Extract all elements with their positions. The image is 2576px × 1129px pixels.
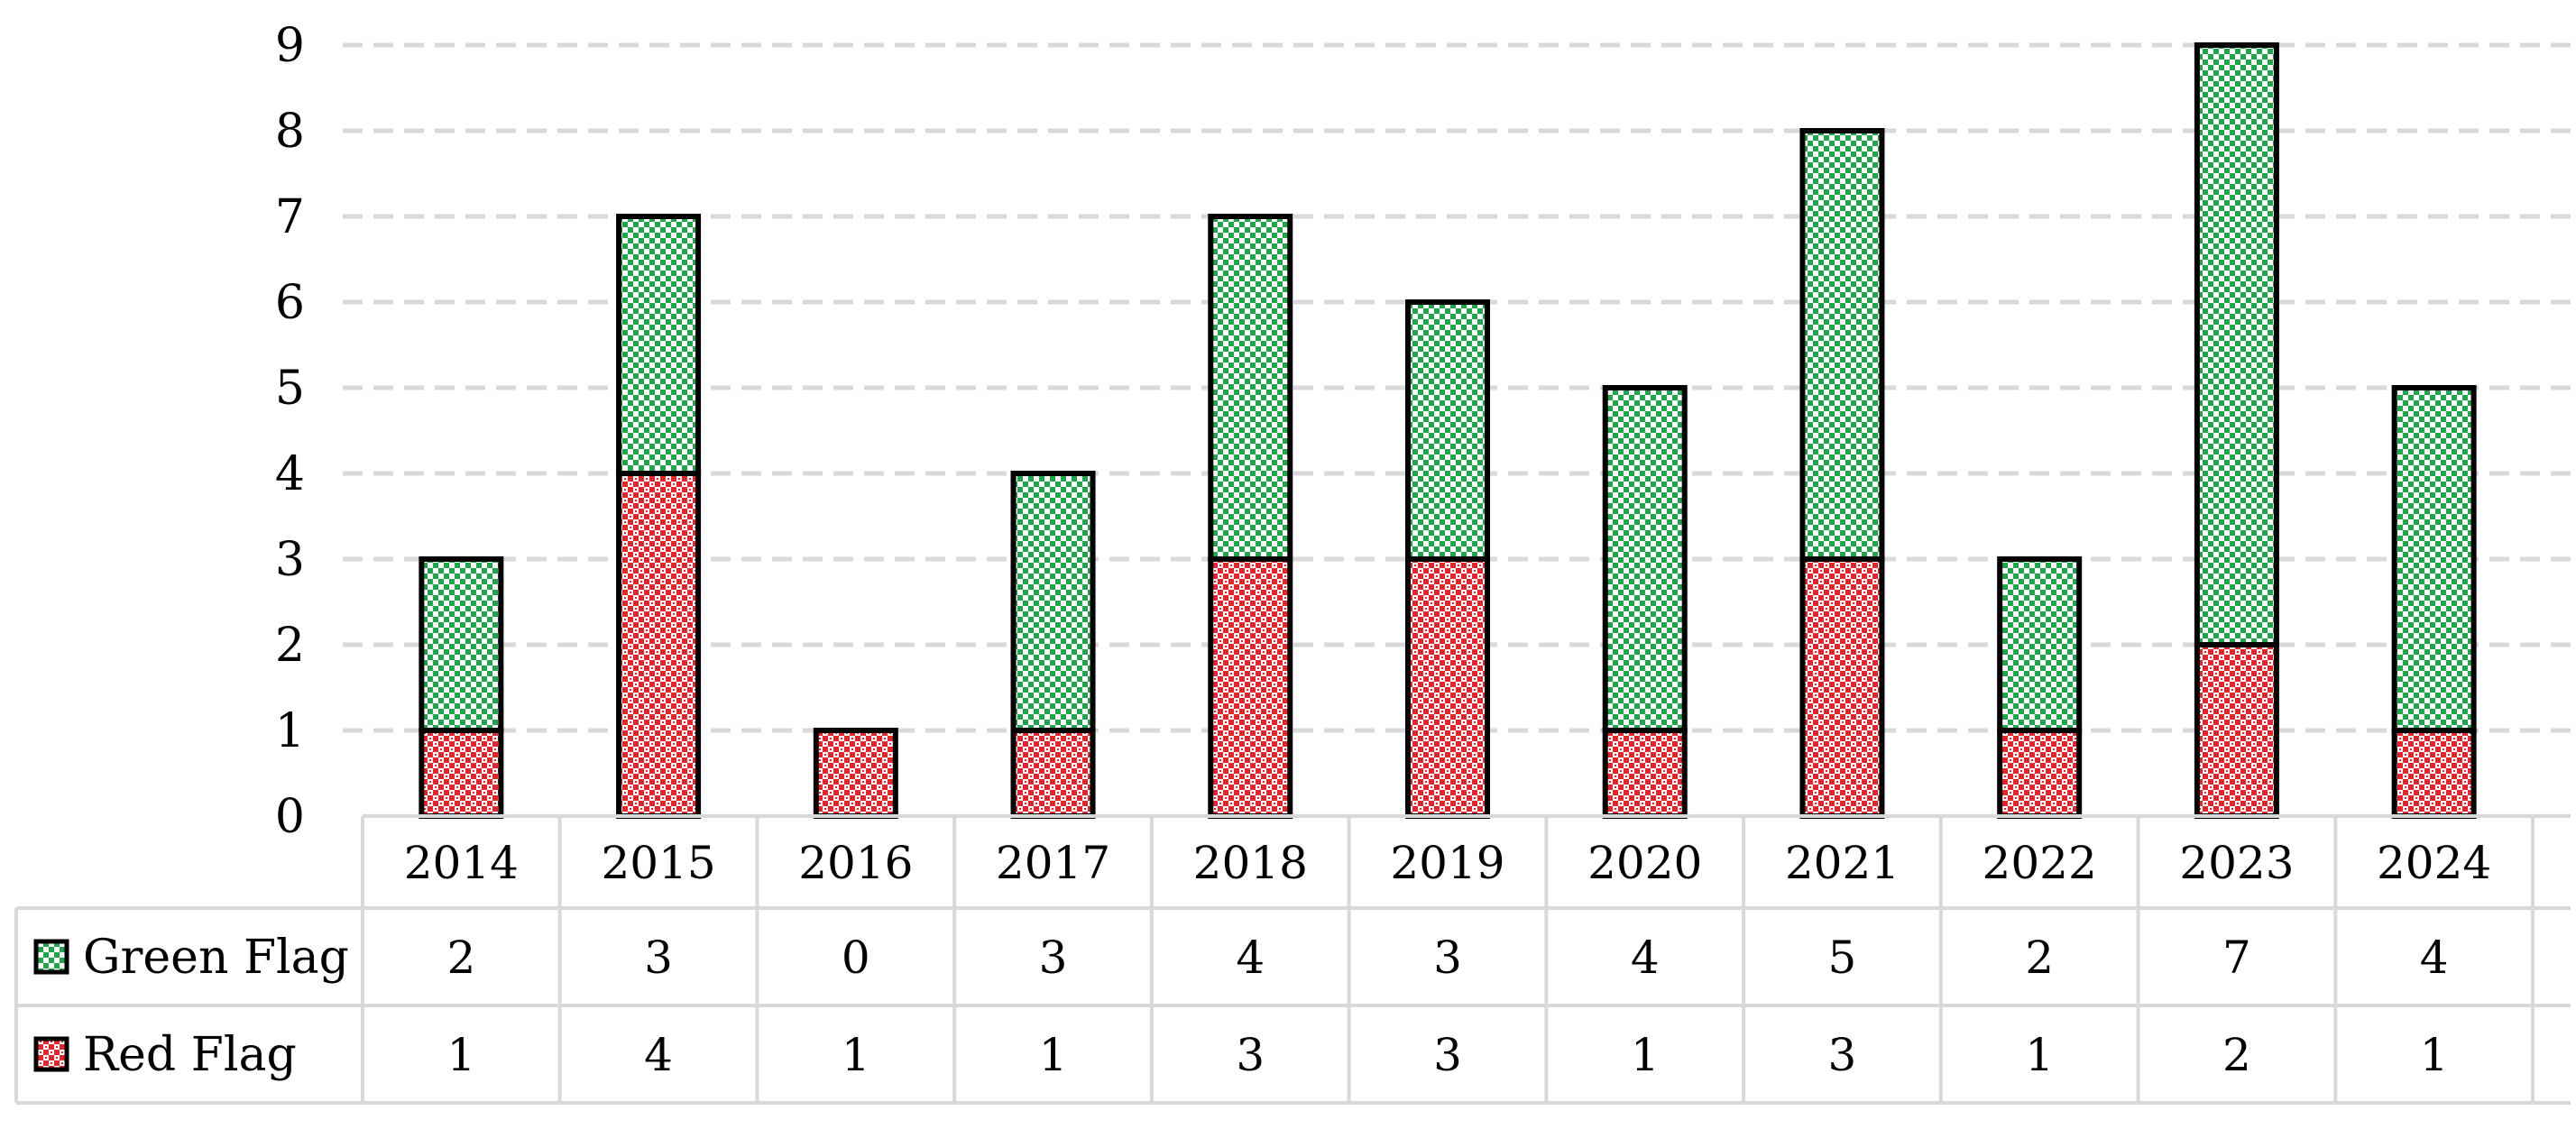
red-flag-value-2023: 2 xyxy=(2222,1029,2251,1081)
red-flag-bar-2015 xyxy=(616,471,702,819)
green-flag-bar-2018 xyxy=(1208,214,1293,562)
category-label-2023: 2023 xyxy=(2179,837,2294,889)
red-flag-value-2016: 1 xyxy=(842,1029,870,1081)
red-flag-legend-swatch xyxy=(33,1036,69,1072)
green-flag-value-2023: 7 xyxy=(2222,932,2251,984)
green-flag-legend-label: Green Flag xyxy=(83,931,349,985)
y-tick-label: 0 xyxy=(275,790,305,844)
y-tick-label: 9 xyxy=(275,19,305,73)
green-flag-value-2019: 3 xyxy=(1433,932,1462,984)
red-flag-value-2019: 3 xyxy=(1433,1029,1462,1081)
green-flag-value-2017: 3 xyxy=(1039,932,1068,984)
y-tick-label: 8 xyxy=(275,105,305,159)
red-flag-value-2018: 3 xyxy=(1236,1029,1265,1081)
green-flag-value-2015: 3 xyxy=(644,932,673,984)
category-label-2024: 2024 xyxy=(2377,837,2491,889)
red-flag-legend-label: Red Flag xyxy=(83,1028,297,1082)
green-flag-bar-2019 xyxy=(1405,299,1490,562)
bars xyxy=(419,42,2477,819)
y-tick-label: 1 xyxy=(275,704,305,758)
green-flag-bar-2022 xyxy=(1997,556,2083,733)
green-flag-bar-2020 xyxy=(1602,385,1688,733)
red-flag-bar-2016 xyxy=(813,728,898,819)
category-label-2016: 2016 xyxy=(798,837,913,889)
green-flag-value-2016: 0 xyxy=(842,932,870,984)
red-flag-bar-2018 xyxy=(1208,556,1293,819)
y-tick-label: 7 xyxy=(275,190,305,244)
green-flag-value-2020: 4 xyxy=(1631,932,1660,984)
green-flag-value-2022: 2 xyxy=(2025,932,2054,984)
green-flag-value-2018: 4 xyxy=(1236,932,1265,984)
red-flag-value-2024: 1 xyxy=(2420,1029,2449,1081)
red-flag-bar-2023 xyxy=(2194,642,2279,819)
category-label-2020: 2020 xyxy=(1587,837,1702,889)
red-flag-value-2015: 4 xyxy=(644,1029,673,1081)
category-label-2018: 2018 xyxy=(1193,837,1308,889)
category-label-2022: 2022 xyxy=(1983,837,2097,889)
green-flag-bar-2014 xyxy=(419,556,504,733)
red-flag-value-2020: 1 xyxy=(1631,1029,1660,1081)
red-flag-value-2017: 1 xyxy=(1039,1029,1068,1081)
red-flag-bar-2019 xyxy=(1405,556,1490,819)
y-tick-label: 6 xyxy=(275,276,305,330)
green-flag-legend-swatch xyxy=(33,939,69,975)
red-flag-bar-2022 xyxy=(1997,728,2083,819)
green-flag-value-2024: 4 xyxy=(2420,932,2449,984)
category-label-2019: 2019 xyxy=(1390,837,1504,889)
red-flag-bar-2024 xyxy=(2391,728,2477,819)
y-tick-label: 4 xyxy=(275,447,305,501)
y-tick-label: 5 xyxy=(275,362,305,416)
green-flag-bar-2024 xyxy=(2391,385,2477,733)
category-label-2015: 2015 xyxy=(601,837,715,889)
category-label-2021: 2021 xyxy=(1785,837,1900,889)
green-flag-bar-2015 xyxy=(616,214,702,476)
y-axis-ticks: 0 1 2 3 4 5 6 7 8 9 xyxy=(275,19,305,844)
red-flag-bar-2021 xyxy=(1799,556,1885,819)
red-flag-value-2014: 1 xyxy=(446,1029,475,1081)
red-flag-value-2022: 1 xyxy=(2025,1029,2054,1081)
green-flag-bar-2017 xyxy=(1010,471,1096,733)
y-tick-label: 2 xyxy=(275,619,305,673)
red-flag-bar-2017 xyxy=(1010,728,1096,819)
green-flag-bar-2023 xyxy=(2194,42,2279,647)
category-label-2017: 2017 xyxy=(996,837,1110,889)
red-flag-bar-2014 xyxy=(419,728,504,819)
category-label-2014: 2014 xyxy=(404,837,519,889)
red-flag-value-2021: 3 xyxy=(1828,1029,1857,1081)
green-flag-value-2014: 2 xyxy=(446,932,475,984)
red-flag-bar-2020 xyxy=(1602,728,1688,819)
green-flag-bar-2021 xyxy=(1799,128,1885,562)
green-flag-value-2021: 5 xyxy=(1828,932,1857,984)
y-tick-label: 3 xyxy=(275,533,305,587)
data-table: 2014 2015 2016 2017 2018 2019 2020 2021 2022 2023… xyxy=(14,814,2571,1105)
